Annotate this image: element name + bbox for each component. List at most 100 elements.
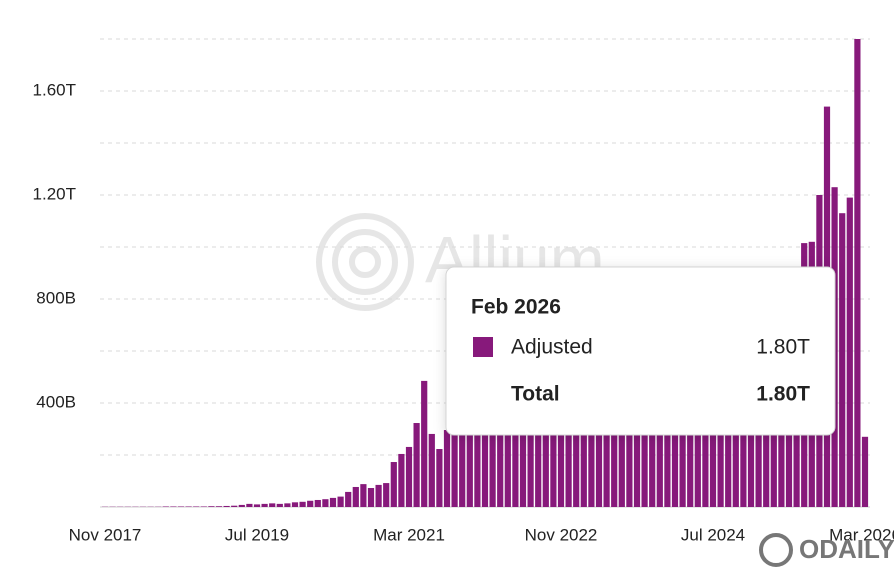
bar	[345, 491, 352, 507]
bar	[269, 503, 276, 507]
bar	[276, 503, 283, 507]
bar	[193, 506, 200, 507]
tooltip-total-label: Total	[511, 383, 560, 406]
bar	[436, 449, 443, 507]
bar	[687, 377, 694, 507]
bar	[223, 505, 230, 507]
bar	[626, 405, 633, 507]
bar	[215, 506, 223, 507]
bar	[314, 499, 321, 507]
bar	[694, 371, 701, 507]
bar	[398, 453, 405, 507]
bar	[474, 397, 481, 507]
bar	[527, 397, 534, 507]
bar	[383, 483, 390, 507]
bar	[709, 366, 717, 507]
bar	[839, 213, 846, 507]
bar	[633, 429, 641, 507]
bar	[208, 506, 215, 507]
bar	[428, 433, 435, 507]
y-tick-label: 1.20T	[33, 184, 76, 203]
tooltip: Feb 2026 Adjusted 1.80T Total 1.80T	[445, 266, 836, 436]
y-tick-label: 800B	[36, 288, 76, 307]
bar	[573, 416, 580, 507]
x-tick-label: Mar 2021	[373, 525, 445, 544]
bar	[421, 380, 428, 507]
bar	[451, 421, 458, 507]
bar	[649, 413, 656, 507]
bar	[542, 413, 549, 507]
bar	[557, 408, 565, 507]
bar	[846, 197, 853, 507]
watermark-logo	[332, 229, 398, 295]
bar	[504, 403, 511, 507]
tooltip-total-value: 1.80T	[756, 383, 810, 406]
bar	[413, 423, 420, 507]
bar	[565, 410, 572, 507]
bar	[238, 504, 245, 507]
watermark-logo	[316, 213, 414, 311]
bar	[307, 500, 314, 507]
bar	[671, 390, 679, 507]
tooltip-series-value: 1.80T	[756, 336, 810, 359]
bar	[246, 503, 253, 507]
bar	[854, 39, 861, 507]
bar	[512, 395, 519, 507]
bar	[664, 397, 671, 507]
x-tick-label: Jul 2024	[681, 525, 745, 544]
bar	[170, 506, 177, 507]
bar	[253, 504, 261, 507]
watermark-logo	[349, 246, 381, 278]
y-tick-label: 1.60T	[33, 80, 76, 99]
bar	[611, 408, 618, 507]
bar	[535, 405, 542, 507]
bar	[618, 403, 625, 507]
bar	[481, 405, 489, 507]
bar	[443, 430, 451, 507]
bar	[519, 390, 527, 507]
bar	[595, 416, 603, 507]
y-tick-label: 400B	[36, 392, 76, 411]
bar	[322, 499, 329, 507]
bar	[656, 408, 663, 507]
bar	[299, 501, 306, 507]
bar	[200, 506, 207, 507]
bar	[588, 423, 595, 507]
bar	[390, 462, 397, 507]
bar	[291, 502, 299, 507]
bar	[231, 505, 238, 507]
bar	[497, 413, 504, 507]
bar	[375, 484, 382, 507]
bar	[405, 446, 413, 507]
tooltip-series-label: Adjusted	[511, 336, 593, 359]
tooltip-swatch	[473, 337, 493, 357]
bar	[352, 486, 359, 507]
bar	[185, 506, 192, 507]
x-tick-label: Jul 2019	[225, 525, 289, 544]
bar	[679, 382, 686, 507]
bar	[641, 418, 648, 507]
bar	[329, 497, 337, 507]
bar	[367, 488, 375, 507]
bar	[550, 418, 557, 507]
bar	[284, 503, 291, 507]
x-tick-label: Nov 2017	[69, 525, 142, 544]
logo-icon	[759, 533, 793, 567]
bar	[861, 436, 869, 507]
bar	[603, 413, 610, 507]
bar	[261, 503, 268, 507]
tooltip-title: Feb 2026	[471, 296, 561, 319]
x-tick-label: Mar 2026	[829, 525, 894, 544]
bar	[337, 496, 344, 507]
logo-text: ODAILY	[799, 534, 894, 564]
x-tick-label: Nov 2022	[525, 525, 598, 544]
bar	[580, 421, 587, 507]
bar	[162, 506, 169, 507]
tooltip-box	[445, 266, 836, 436]
bar	[360, 484, 367, 507]
bar	[459, 416, 466, 507]
bar	[466, 408, 473, 507]
bar	[489, 429, 496, 507]
source-logo: ODAILY	[759, 533, 894, 567]
